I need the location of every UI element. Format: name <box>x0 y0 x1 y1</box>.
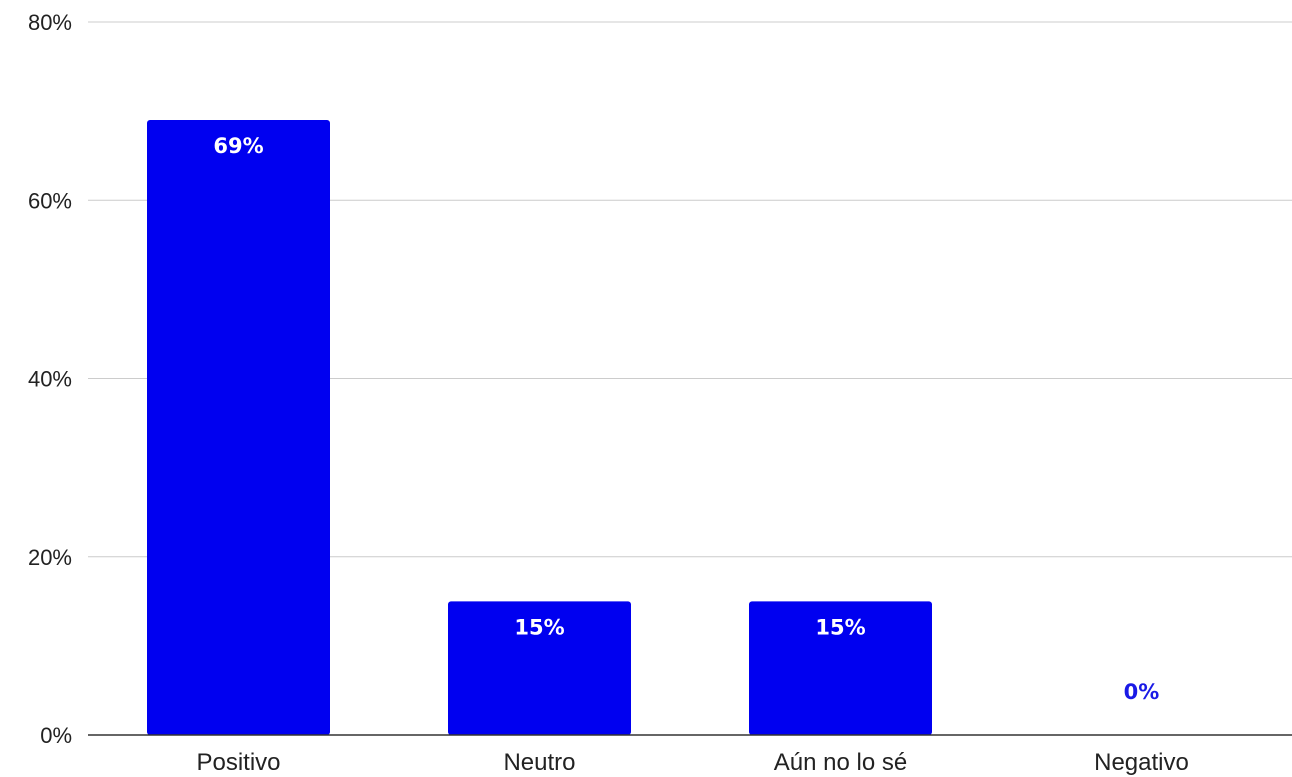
y-axis-ticks: 0% 20% 40% 60% 80% <box>28 10 72 748</box>
x-tick-label: Negativo <box>1094 749 1189 776</box>
bar <box>147 120 330 736</box>
x-axis-labels: Positivo Neutro Aún no lo sé Negativo <box>196 749 1188 776</box>
y-tick-label: 80% <box>28 10 72 35</box>
data-label: 15% <box>815 615 865 639</box>
x-tick-label: Aún no lo sé <box>774 749 907 776</box>
data-label: 15% <box>514 615 564 639</box>
y-tick-label: 60% <box>28 188 72 213</box>
x-tick-label: Neutro <box>503 749 575 776</box>
bar <box>448 601 631 735</box>
bars <box>147 120 932 736</box>
y-tick-label: 20% <box>28 545 72 570</box>
data-labels: 69% 15% 15% 0% <box>213 134 1159 704</box>
y-tick-label: 40% <box>28 367 72 392</box>
y-tick-label: 0% <box>40 723 72 748</box>
data-label: 69% <box>213 134 263 158</box>
x-tick-label: Positivo <box>196 749 280 776</box>
bar <box>749 601 932 735</box>
data-label: 0% <box>1124 680 1160 704</box>
